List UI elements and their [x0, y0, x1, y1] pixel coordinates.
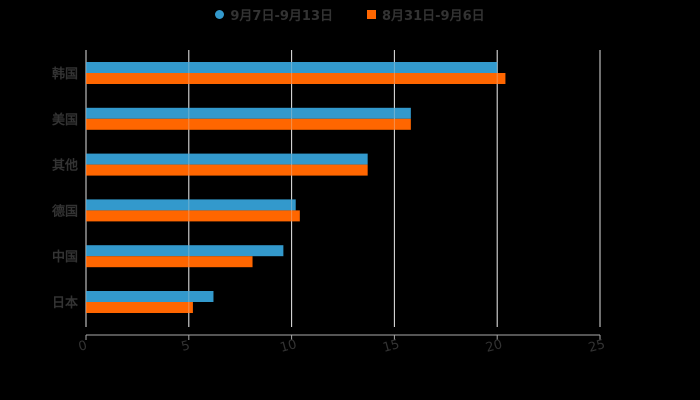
bar[interactable]	[86, 256, 253, 268]
bar[interactable]	[86, 73, 506, 84]
y-category-label: 日本	[52, 295, 78, 311]
legend-swatch-circle-icon	[215, 9, 225, 19]
x-axis: 0 5 10 15 20 25	[77, 334, 607, 356]
x-tick-label: 15	[381, 337, 401, 356]
gridlines	[85, 50, 601, 327]
bar[interactable]	[86, 210, 300, 222]
legend-swatch-square-icon	[367, 9, 376, 19]
y-category-label: 德国	[52, 203, 78, 219]
bar[interactable]	[86, 164, 368, 176]
bar[interactable]	[86, 107, 411, 119]
bar[interactable]	[86, 245, 284, 257]
x-tick-label: 5	[180, 338, 192, 355]
x-tick-label: 10	[279, 337, 299, 356]
x-tick-label: 25	[587, 337, 607, 356]
legend-label: 8月31日-9月6日	[382, 8, 485, 24]
x-tick-label: 20	[484, 337, 504, 356]
bar[interactable]	[86, 302, 193, 313]
bars	[85, 50, 601, 327]
x-tick-label: 0	[77, 338, 89, 355]
y-category-label: 其他	[52, 158, 78, 174]
y-category-label: 美国	[52, 112, 78, 128]
bar[interactable]	[86, 291, 214, 302]
bar[interactable]	[86, 153, 368, 165]
legend-item-series-2[interactable]: 8月31日-9月6日	[367, 4, 485, 24]
y-category-label: 韩国	[52, 66, 78, 82]
y-category-label: 中国	[52, 249, 78, 265]
bar[interactable]	[86, 199, 296, 211]
bar[interactable]	[86, 118, 411, 130]
bar[interactable]	[86, 62, 498, 73]
legend-label: 9月7日-9月13日	[230, 8, 333, 24]
legend-item-series-1[interactable]: 9月7日-9月13日	[215, 4, 333, 24]
chart-legend: 9月7日-9月13日 8月31日-9月6日	[0, 4, 700, 24]
